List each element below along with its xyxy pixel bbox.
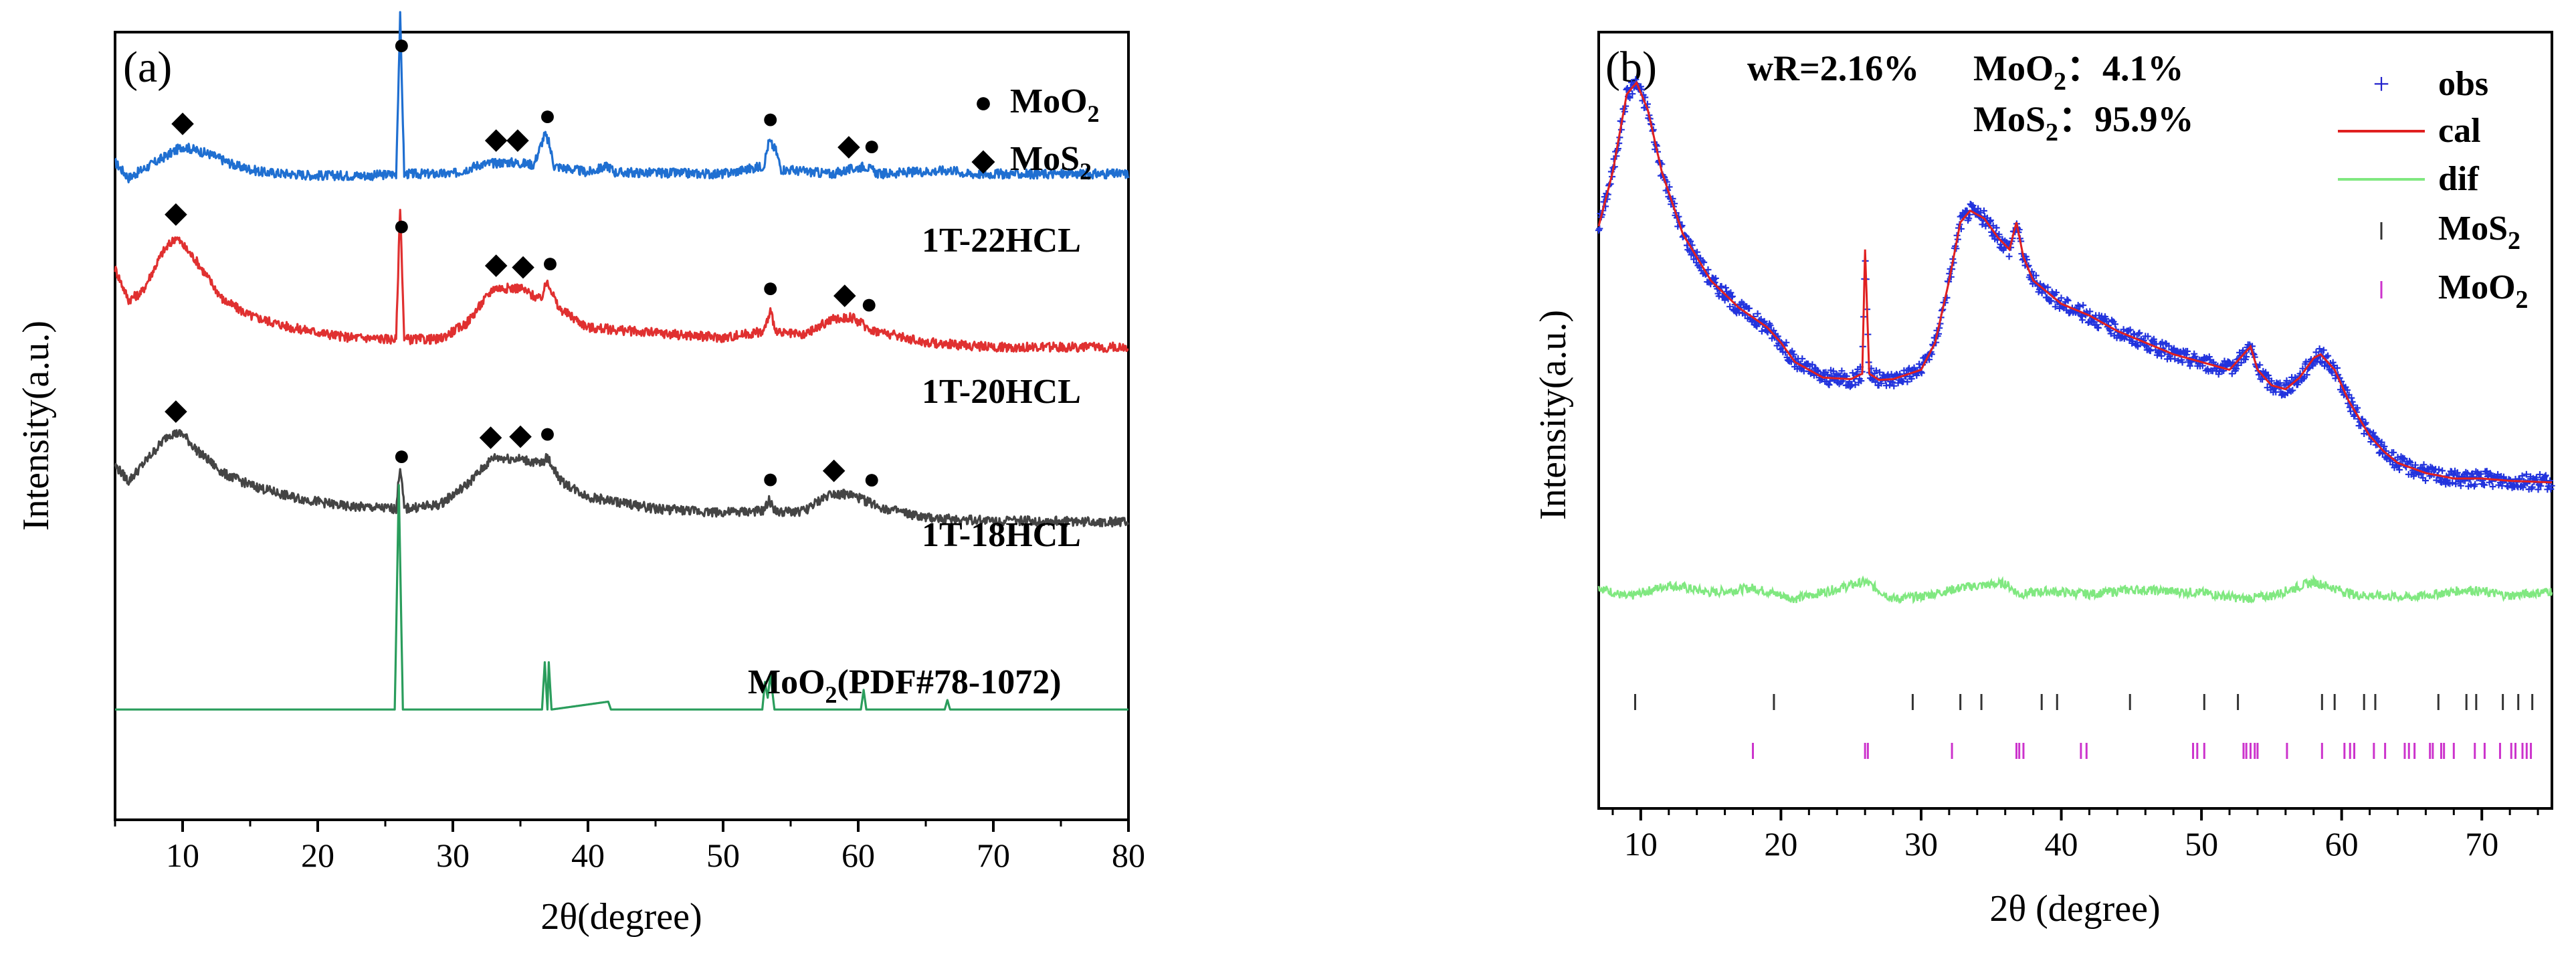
- x-tick-label: 20: [1764, 825, 1797, 863]
- series-dif-line: [1597, 574, 2553, 604]
- peak-marker-mos2: ◆: [833, 277, 856, 310]
- series-line-1t-18hcl: [114, 429, 1130, 528]
- legend-entry-obs: + obs: [2373, 65, 2489, 103]
- peak-marker-moo2: ●: [538, 417, 557, 450]
- panel-a-x-axis: 10 20 30 40 50 60 70 80: [114, 820, 1145, 874]
- legend-entry-dif: dif: [2338, 160, 2479, 198]
- x-tick-label: 30: [436, 837, 470, 874]
- panel-a-x-axis-label: 2θ(degree): [540, 896, 702, 938]
- legend-label-obs: obs: [2438, 65, 2488, 103]
- peak-marker-mos2: ◆: [512, 249, 534, 282]
- panel-a-legend-entry-mos2: ◆ MoS2: [971, 140, 1092, 185]
- peak-marker-moo2: ●: [393, 209, 411, 242]
- legend-label-moo2: MoO2: [1010, 82, 1100, 127]
- annotation-mos2-fraction: MoS2：95.9%: [1973, 99, 2194, 147]
- peak-marker-mos2: ◆: [506, 122, 529, 155]
- series-label-1t-18hcl: 1T-18HCL: [922, 516, 1081, 554]
- peak-marker-mos2: ◆: [823, 452, 846, 485]
- panel-b: (b) wR=2.16% MoO2：4.1% MoS2：95.9% 10 20 30…: [1532, 31, 2555, 930]
- x-tick-label: 60: [2325, 825, 2359, 863]
- peak-marker-mos2: ◆: [485, 122, 508, 155]
- series-line-moo2-pdf-78-1072-: [114, 484, 1129, 711]
- peak-marker-moo2: ●: [393, 28, 411, 61]
- legend-label-moo2: MoO2: [2438, 268, 2529, 314]
- panel-a: (a) 10 20 30 40 50 60 70 80 ◆●◆◆● ●◆ ●◆ ●◆ ◆ ●● ◆ ●◆●◆…: [15, 11, 1145, 938]
- peak-marker-moo2: ●: [393, 439, 411, 472]
- x-tick-label: 70: [2465, 825, 2498, 863]
- series-line-1t-20hcl: [114, 209, 1129, 353]
- x-tick-label: 30: [1904, 825, 1938, 863]
- panel-b-plot-frame: [1597, 31, 2553, 810]
- legend-label-mos2: MoS2: [2438, 209, 2520, 255]
- legend-entry-moo2: MoO2: [2380, 268, 2529, 314]
- x-tick-label: 70: [977, 837, 1010, 874]
- panel-a-legend-entry-moo2: ● MoO2: [974, 82, 1099, 127]
- x-tick-label: 50: [2185, 825, 2218, 863]
- legend-label-dif: dif: [2438, 160, 2479, 198]
- x-tick-label: 20: [301, 837, 334, 874]
- series-label-1t-22hcl: 1T-22HCL: [922, 222, 1081, 260]
- series-cal-line: [1597, 80, 2552, 484]
- panel-a-y-axis-label: Intensity(a.u.): [15, 321, 57, 531]
- peak-marker-mos2: ◆: [837, 129, 860, 162]
- peak-marker-moo2: ●: [863, 462, 881, 495]
- legend-entry-mos2: MoS2: [2380, 209, 2520, 255]
- x-tick-label: 40: [2045, 825, 2078, 863]
- peak-marker-mos2: ◆: [165, 196, 187, 229]
- annotation-moo2-fraction: MoO2：4.1%: [1973, 48, 2183, 96]
- x-tick-label: 10: [1624, 825, 1658, 863]
- peak-marker-moo2: ●: [761, 462, 779, 495]
- peak-marker-mos2: ◆: [165, 393, 187, 426]
- panel-b-series: [1595, 76, 2555, 759]
- x-tick-label: 10: [166, 837, 199, 874]
- peak-marker-mos2: ◆: [485, 248, 508, 280]
- series-label-1t-20hcl: 1T-20HCL: [922, 373, 1081, 411]
- peak-marker-mos2: ◆: [480, 420, 502, 452]
- panel-a-series: ◆●◆◆● ●◆ ●◆ ●◆ ◆ ●● ◆ ●◆●◆ ◆ ●● ◆ ●: [114, 11, 1130, 711]
- panel-a-plot-frame: [114, 31, 1130, 821]
- legend-marker-diamond: ◆: [971, 143, 995, 177]
- legend-label-mos2: MoS2: [1010, 140, 1092, 185]
- panel-b-y-axis-label: Intensity(a.u.): [1532, 310, 1574, 520]
- x-tick-label: 40: [571, 837, 605, 874]
- peak-marker-moo2: ●: [538, 99, 557, 132]
- panel-b-x-axis-label: 2θ (degree): [1989, 888, 2160, 930]
- peak-marker-moo2: ●: [761, 271, 779, 304]
- panel-a-label: (a): [123, 43, 172, 92]
- panel-b-legend: + obs cal dif MoS2 MoO2: [2338, 65, 2529, 314]
- legend-label-cal: cal: [2438, 112, 2481, 150]
- peak-marker-moo2: ●: [860, 287, 878, 320]
- peak-marker-mos2: ◆: [509, 418, 532, 451]
- legend-marker-circle: ●: [974, 85, 993, 119]
- peak-marker-mos2: ◆: [171, 106, 194, 139]
- x-tick-label: 50: [706, 837, 740, 874]
- legend-entry-cal: cal: [2338, 112, 2481, 150]
- peak-marker-moo2: ●: [761, 102, 779, 135]
- series-line-1t-22hcl: [114, 11, 1130, 183]
- x-tick-label: 60: [841, 837, 875, 874]
- series-label-moo2-pdf: MoO2(PDF#78-1072): [748, 663, 1062, 708]
- legend-obs-plus-icon: +: [2373, 68, 2390, 100]
- peak-marker-moo2: ●: [863, 129, 881, 162]
- x-tick-label: 80: [1112, 837, 1145, 874]
- peak-marker-moo2: ●: [541, 246, 559, 279]
- panel-b-x-axis: 10 20 30 40 50 60 70: [1611, 808, 2539, 863]
- annotation-wr: wR=2.16%: [1747, 48, 1919, 88]
- panel-a-legend: ● MoO2 ◆ MoS2: [971, 82, 1099, 185]
